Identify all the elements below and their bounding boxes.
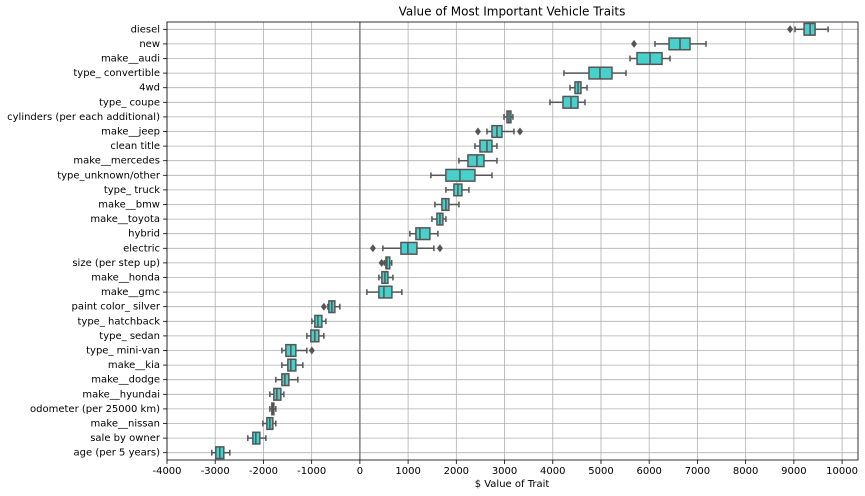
- y-tick-label: electric: [123, 243, 160, 254]
- box: [378, 285, 393, 299]
- y-tick-label: make__nissan: [91, 419, 160, 430]
- y-tick-label: make__jeep: [101, 127, 160, 138]
- x-tick-label: 7000: [685, 466, 710, 477]
- y-tick-label: 4wd: [139, 83, 160, 94]
- y-tick-label: odometer (per 25000 km): [30, 404, 160, 415]
- x-tick-label: 9000: [781, 466, 806, 477]
- box: [385, 256, 391, 270]
- y-tick-label: make__honda: [91, 273, 160, 284]
- x-axis-label: $ Value of Trait: [475, 479, 550, 490]
- x-tick-label: 8000: [733, 466, 758, 477]
- x-tick-label: -4000: [152, 466, 181, 477]
- y-tick-label: make__toyota: [90, 214, 160, 225]
- outlier: [436, 244, 443, 253]
- y-tick-label: make__audi: [101, 54, 160, 65]
- outlier: [369, 244, 376, 253]
- y-tick-label: size (per step up): [72, 258, 160, 269]
- y-tick-label: cylinders (per each additional): [7, 112, 160, 123]
- y-tick-label: make__hyundai: [82, 389, 160, 400]
- chart-title: Value of Most Important Vehicle Traits: [399, 5, 626, 19]
- y-tick-label: paint color_ silver: [72, 302, 161, 313]
- x-tick-label: 10000: [826, 466, 858, 477]
- x-tick-label: 6000: [636, 466, 661, 477]
- y-tick-label: type_ hatchback: [77, 316, 160, 327]
- y-tick-label: hybrid: [128, 229, 160, 240]
- outlier: [516, 127, 523, 136]
- box: [287, 358, 297, 372]
- x-tick-label: -1000: [297, 466, 326, 477]
- y-tick-label: make__gmc: [101, 287, 160, 298]
- y-tick-label: type_unknown/other: [57, 170, 161, 181]
- outlier: [631, 39, 638, 48]
- x-tick-label: -2000: [249, 466, 278, 477]
- outlier: [787, 25, 794, 34]
- y-tick-label: type_ convertible: [73, 68, 160, 79]
- plot-frame: [166, 21, 859, 461]
- y-tick-label: clean title: [110, 141, 160, 152]
- y-tick-label: new: [139, 39, 160, 50]
- outlier: [378, 258, 385, 267]
- y-tick-label: diesel: [131, 24, 160, 35]
- x-tick-label: 3000: [492, 466, 517, 477]
- outlier: [308, 346, 315, 355]
- y-tick-label: make__dodge: [91, 375, 160, 386]
- y-tick-label: make__mercedes: [73, 156, 160, 167]
- y-tick-label: type_ sedan: [99, 331, 160, 342]
- box: [467, 154, 485, 168]
- x-tick-label: 4000: [540, 466, 565, 477]
- y-tick-label: sale by owner: [90, 433, 161, 444]
- y-tick-label: type_ truck: [104, 185, 160, 196]
- x-tick-label: 0: [357, 466, 363, 477]
- x-tick-label: 2000: [444, 466, 469, 477]
- box: [400, 241, 418, 255]
- outlier: [474, 127, 481, 136]
- box: [479, 139, 493, 153]
- y-tick-label: type_ mini-van: [86, 346, 160, 357]
- y-tick-label: type_ coupe: [99, 97, 160, 108]
- x-tick-label: 1000: [395, 466, 420, 477]
- x-tick-label: 5000: [588, 466, 613, 477]
- x-tick-label: -3000: [201, 466, 230, 477]
- y-tick-label: make__bmw: [98, 200, 160, 211]
- y-tick-label: make__kia: [108, 360, 160, 371]
- box: [415, 227, 431, 241]
- y-tick-label: age (per 5 years): [74, 448, 161, 459]
- outlier: [320, 302, 327, 311]
